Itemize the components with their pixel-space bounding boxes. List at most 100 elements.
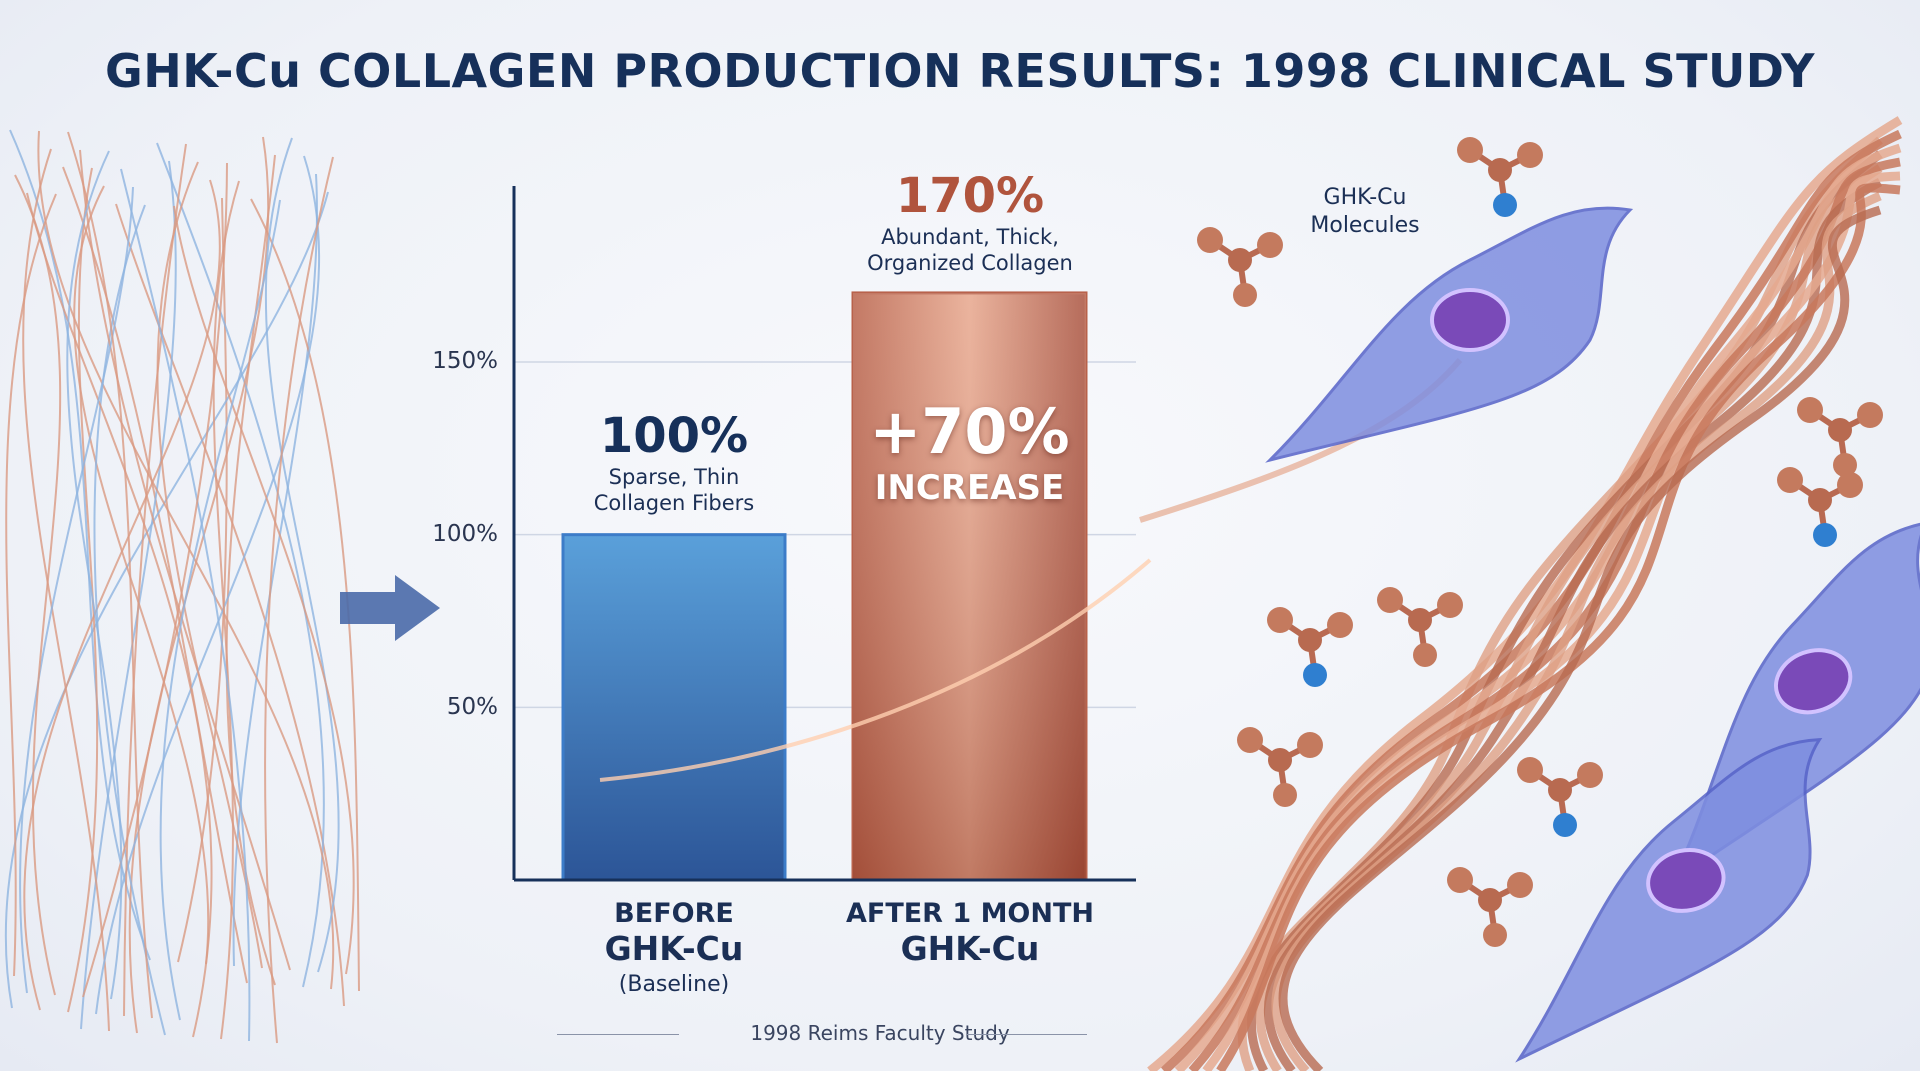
atom [1553,813,1577,837]
atom [1298,628,1322,652]
atom [1268,748,1292,772]
atom [1517,757,1543,783]
collagen-fiber [232,173,318,967]
atom [1797,397,1823,423]
atom [1837,472,1863,498]
molecule-icon [1797,397,1883,477]
atom [1267,607,1293,633]
atom [1197,227,1223,253]
bar-value-label: 100% [599,408,749,464]
collagen-fiber [120,168,251,1042]
atom [1507,872,1533,898]
collagen-fiber [264,156,334,1044]
atom [1493,193,1517,217]
atom [1237,727,1263,753]
atom [1228,248,1252,272]
atom [1303,663,1327,687]
collagen-fiber [67,131,153,1019]
x-category-sublabel: (Baseline) [618,972,730,997]
x-category-label: AFTER 1 MONTH [845,898,1094,929]
bar-description: Abundant, Thick, [881,225,1059,249]
atom [1457,137,1483,163]
increase-annotation-label: INCREASE [874,468,1065,508]
collagen-fiber [73,185,210,965]
bar-description: Sparse, Thin [608,465,740,489]
atom [1808,488,1832,512]
collagen-fiber [177,197,228,963]
collagen-fiber [93,204,166,1036]
collagen-fiber [62,166,248,984]
molecule-icon [1197,227,1283,307]
molecule-icon [1457,137,1543,217]
atom [1828,418,1852,442]
bar-value-label: 170% [895,168,1045,224]
collagen-helix [1278,205,1882,1071]
y-tick-label: 50% [446,694,498,720]
collagen-fiber [9,129,151,961]
collagen-fiber [264,137,340,973]
collagen-fiber [67,167,99,1013]
atom [1273,783,1297,807]
atom [1813,523,1837,547]
x-category-label: GHK-Cu [900,929,1040,968]
cell-nucleus [1774,648,1853,715]
molecule-icon [1237,727,1323,807]
fibroblast-cell [1515,737,1823,1063]
divider [557,1034,679,1035]
collagen-fiber [156,142,325,988]
x-category-label: BEFORE [614,898,734,929]
x-category-label: GHK-Cu [604,929,744,968]
collagen-fiber [80,160,177,1030]
molecule-icon [1267,607,1353,687]
glow-streak [599,558,1152,782]
source-note: 1998 Reims Faculty Study [750,1021,1010,1045]
collagen-fiber [22,148,110,1032]
fibroblast-cell [1265,206,1634,463]
collagen-fiber [79,149,291,971]
divider [967,1034,1087,1035]
collagen-fiber [66,150,123,1000]
cell-nucleus [1646,848,1726,913]
collagen-fiber [212,180,240,1040]
atom [1777,467,1803,493]
atom [1857,402,1883,428]
collagen-fiber [128,136,270,1034]
molecule-icon [1517,757,1603,837]
collagen-fiber [225,154,276,986]
atom [1478,888,1502,912]
collagen-fiber [123,143,187,1017]
collagen-fiber [173,205,355,975]
atom [1548,778,1572,802]
atom [1413,643,1437,667]
bar-shading [853,292,1086,880]
atom [1327,612,1353,638]
molecule-icon [1777,467,1863,547]
increase-annotation: +70% [869,395,1070,468]
molecule-icon [1377,587,1463,667]
collagen-fiber [156,161,263,969]
bar [561,533,787,882]
collagen-fiber [5,193,57,977]
atom [1577,762,1603,788]
atom [1377,587,1403,613]
y-tick-label: 100% [432,521,498,547]
atom [1297,732,1323,758]
atom [1437,592,1463,618]
cell-nucleus [1430,288,1510,352]
bar-description: Collagen Fibers [593,491,755,515]
atom [1447,867,1473,893]
collagen-fiber [250,198,360,992]
atom [1488,158,1512,182]
collagen-fiber [159,199,281,1021]
collagen-fiber [19,186,134,994]
collagen-fiber [37,130,335,990]
molecule-label: GHK-Cu Molecules [1310,185,1420,238]
bar-description: Organized Collagen [867,251,1073,275]
collagen-fiber [95,155,321,1015]
collagen-fiber [23,179,221,1011]
atom [1257,232,1283,258]
atom [1408,608,1432,632]
atom [1483,923,1507,947]
atom [1517,142,1543,168]
